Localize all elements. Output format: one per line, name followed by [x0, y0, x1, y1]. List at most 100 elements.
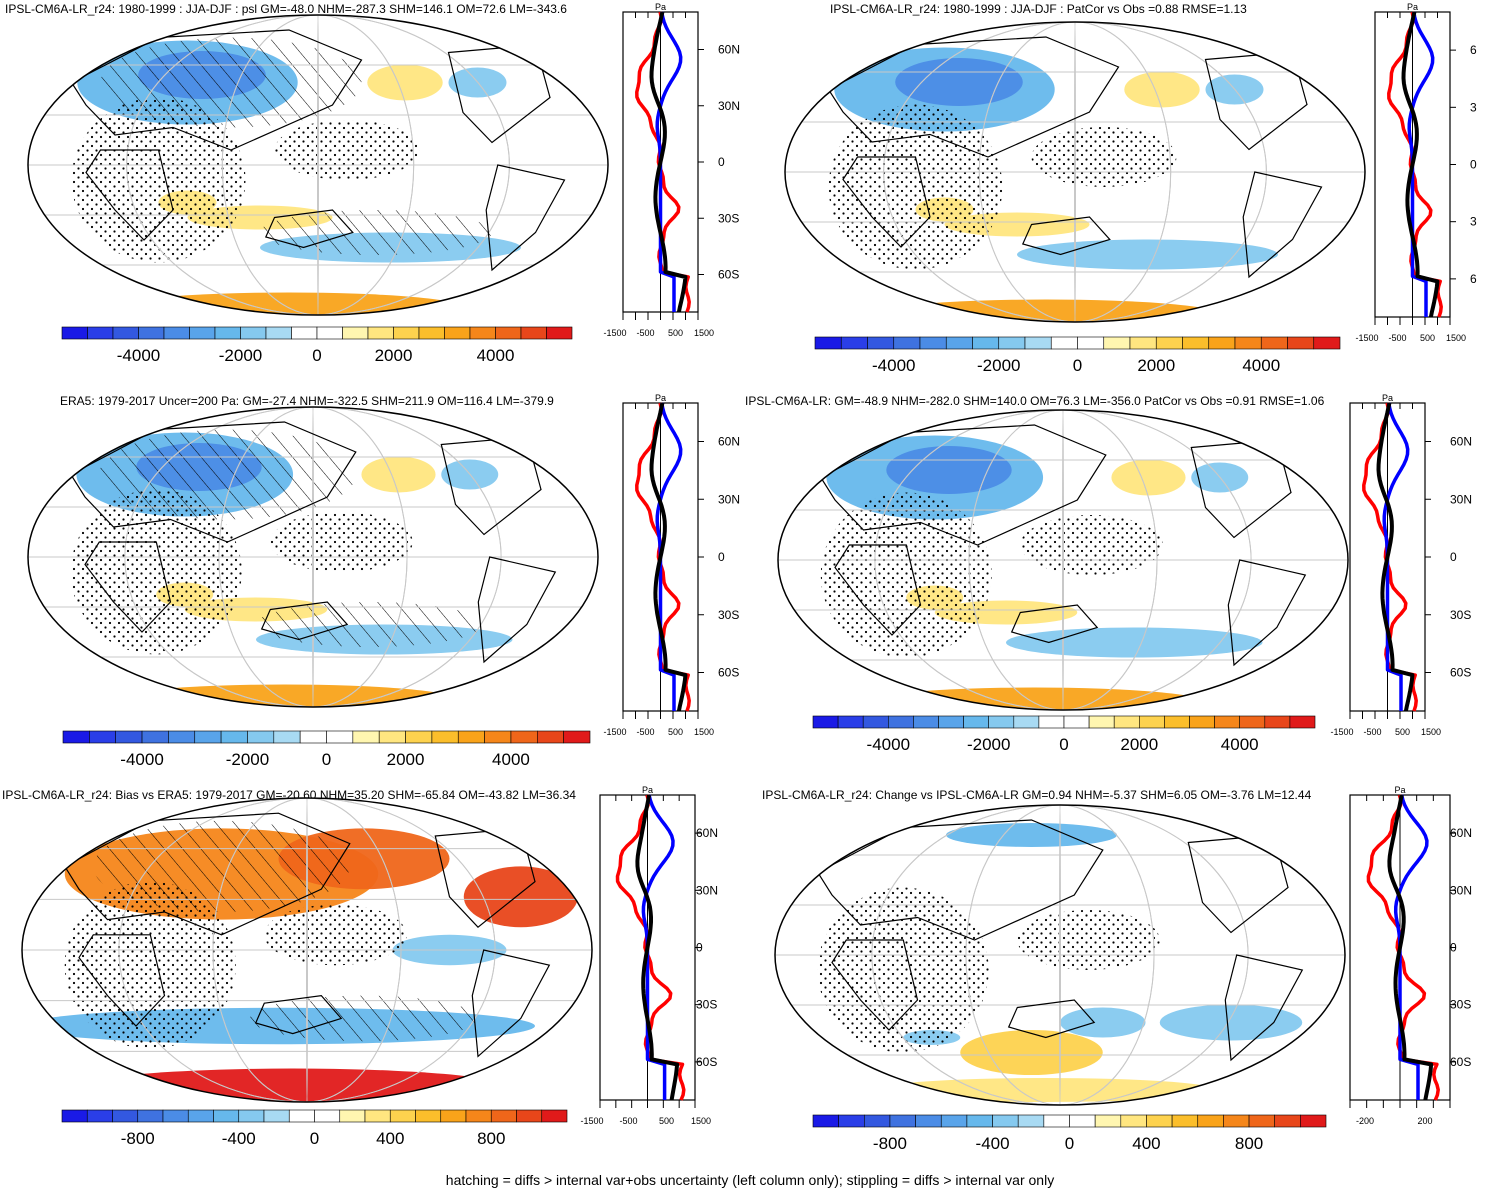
panel-title: IPSL-CM6A-LR_r24: 1980-1999 : JJA-DJF : …: [830, 2, 1247, 16]
colorbar-swatch: [1197, 1114, 1224, 1128]
profile-xtick-label: 1500: [1421, 727, 1441, 737]
stippling: [264, 904, 407, 966]
colorbar-label: -4000: [867, 735, 910, 754]
colorbar-swatch: [889, 1114, 916, 1128]
panel-title: ERA5: 1979-2017 Uncer=200 Pa: GM=-27.4 N…: [60, 394, 554, 408]
colorbar-swatch: [1189, 715, 1215, 729]
graticule: [968, 410, 1158, 710]
colorbar-swatch: [469, 326, 496, 340]
map-border: [774, 804, 1346, 1106]
stippling: [1017, 910, 1160, 970]
latitude-label: 6: [1470, 43, 1477, 57]
unit-label: Pa: [642, 785, 653, 795]
colorbar-swatch: [240, 326, 267, 340]
colorbar-swatch: [299, 730, 327, 744]
anomaly-shading: [946, 823, 1117, 847]
coastline: [1242, 171, 1323, 279]
anomaly-shading: [960, 1030, 1103, 1075]
graticule: [883, 22, 1267, 322]
hatching: [256, 602, 484, 647]
coastline: [264, 209, 354, 249]
graticule: [965, 805, 1155, 1105]
colorbar-swatch: [431, 730, 459, 744]
colorbar-swatch: [316, 326, 343, 340]
colorbar-swatch: [1289, 715, 1316, 729]
coastline: [1007, 999, 1096, 1039]
colorbar-swatch: [440, 1109, 467, 1123]
profile-xtick-label: 1500: [1446, 333, 1466, 343]
colorbar-label: 0: [312, 346, 321, 365]
latitude-label: 0: [718, 550, 725, 564]
colorbar-swatch: [1038, 715, 1065, 729]
anomaly-shading: [361, 456, 436, 493]
colorbar-swatch: [1260, 336, 1288, 350]
colorbar-swatch: [339, 1109, 366, 1123]
latitude-label: 0: [1470, 158, 1477, 172]
coastline: [834, 544, 922, 636]
colorbar-swatch: [1063, 715, 1090, 729]
hatching: [93, 820, 350, 913]
colorbar-swatch: [536, 730, 564, 744]
colorbar-2: -4000 -2000 0 2000 4000: [814, 336, 1341, 375]
stippling: [270, 512, 413, 572]
coastline: [831, 939, 919, 1031]
unit-label: Pa: [1407, 2, 1418, 12]
latitude-label: 3: [1470, 100, 1477, 114]
anomaly-shading: [1006, 627, 1263, 658]
zonal-profile-4: Pa -1500 -500 500 1500 60N 30N 0 30S 60S: [1330, 393, 1472, 737]
colorbar-swatch: [1264, 715, 1291, 729]
coastline: [1010, 604, 1099, 644]
colorbar-swatch: [1013, 715, 1040, 729]
hatching: [250, 995, 478, 1042]
profile-xtick-label: -500: [1363, 727, 1381, 737]
coastline: [1021, 216, 1111, 256]
colorbar-label: -4000: [120, 750, 163, 769]
colorbar-swatch: [1088, 715, 1115, 729]
colorbar-swatch: [1120, 1114, 1147, 1128]
colorbar-swatch: [352, 730, 380, 744]
coastline: [819, 424, 1107, 546]
anomaly-shading: [1060, 1007, 1146, 1038]
colorbar-label: -2000: [226, 750, 269, 769]
latitude-label: 60N: [718, 43, 740, 57]
colorbar-swatch: [62, 730, 90, 744]
coastline: [85, 149, 174, 241]
map-panel-3: [27, 406, 599, 708]
colorbar-swatch: [1313, 336, 1341, 350]
stippling: [1020, 515, 1163, 575]
coastline: [1224, 954, 1304, 1062]
colorbar-label: 400: [376, 1129, 404, 1148]
colorbar-label: 0: [1065, 1134, 1074, 1153]
colorbar-swatch: [546, 326, 573, 340]
profile-xtick-label: 1500: [691, 1116, 711, 1126]
colorbar-swatch: [893, 336, 921, 350]
latitude-label: 60S: [696, 1055, 717, 1069]
latitude-label: 0: [718, 155, 725, 169]
colorbar-swatch: [314, 1109, 341, 1123]
coastline: [70, 29, 363, 151]
colorbar-label: 400: [1132, 1134, 1160, 1153]
colorbar-swatch: [1239, 715, 1266, 729]
coastline: [471, 949, 551, 1058]
colorbar-swatch: [940, 1114, 968, 1128]
colorbar-swatch: [213, 1109, 240, 1123]
colorbar-label: -2000: [977, 356, 1020, 375]
map-panel-6: [774, 804, 1346, 1106]
colorbar-swatch: [1300, 1114, 1327, 1128]
coastline: [827, 36, 1120, 158]
colorbar-swatch: [838, 1114, 865, 1128]
latitude-label: 6: [1470, 272, 1477, 286]
colorbar-swatch: [418, 326, 445, 340]
colorbar-swatch: [862, 715, 889, 729]
stippling: [828, 104, 1003, 270]
colorbar-swatch: [378, 730, 406, 744]
colorbar-swatch: [998, 336, 1026, 350]
profile-xtick-label: -1500: [580, 1116, 603, 1126]
colorbar-swatch: [1171, 1114, 1199, 1128]
colorbar-swatch: [1043, 1114, 1070, 1128]
colorbar-swatch: [490, 1109, 517, 1123]
stippling: [274, 120, 420, 180]
latitude-label: 30S: [718, 211, 739, 225]
profile-xtick-label: 500: [668, 328, 683, 338]
coastline: [63, 812, 351, 936]
